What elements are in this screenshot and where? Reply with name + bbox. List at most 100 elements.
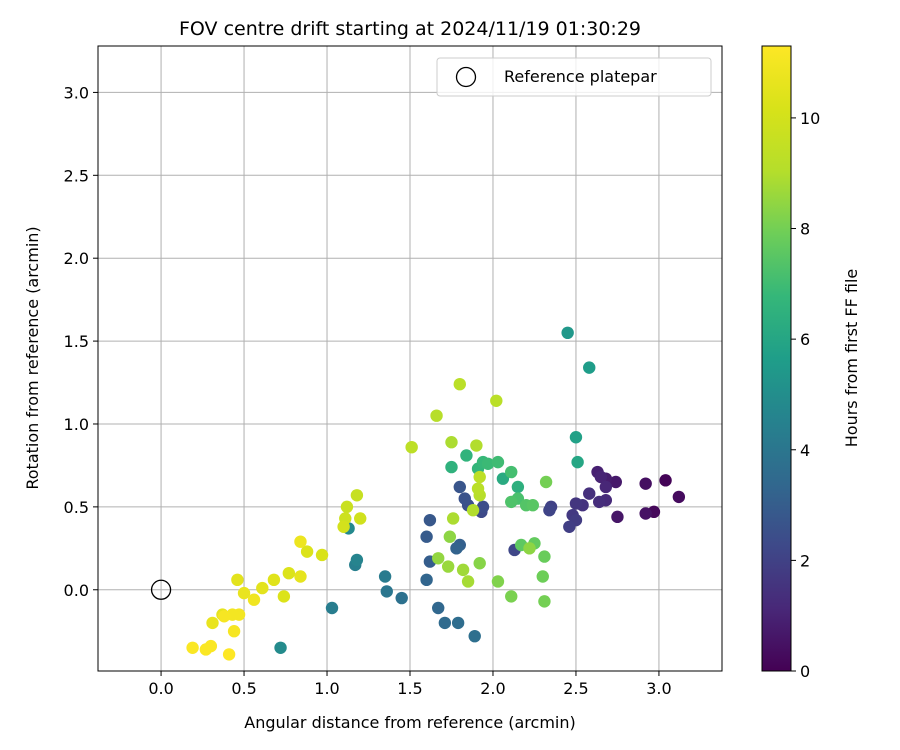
data-point bbox=[222, 648, 236, 661]
data-point bbox=[563, 520, 576, 533]
data-point bbox=[231, 573, 244, 587]
data-point bbox=[476, 500, 490, 514]
y-tick-label: 1.5 bbox=[64, 332, 89, 351]
data-point bbox=[450, 542, 463, 555]
data-point bbox=[227, 625, 241, 638]
data-point bbox=[523, 542, 536, 555]
data-point bbox=[609, 475, 622, 489]
data-point bbox=[460, 449, 473, 462]
data-point bbox=[526, 499, 540, 512]
legend-box bbox=[436, 57, 712, 97]
data-point bbox=[277, 590, 291, 603]
data-point bbox=[237, 586, 251, 600]
data-point bbox=[490, 394, 503, 407]
data-point bbox=[639, 477, 652, 490]
data-point bbox=[337, 520, 350, 533]
data-point bbox=[445, 436, 458, 449]
data-point bbox=[446, 512, 460, 525]
y-tick-label: 1.0 bbox=[64, 415, 89, 434]
data-point bbox=[438, 616, 452, 630]
colorbar-title: Hours from first FF file bbox=[842, 269, 861, 448]
data-point bbox=[481, 457, 495, 470]
x-tick-label: 3.0 bbox=[646, 679, 671, 698]
colorbar-tick-label: 0 bbox=[800, 662, 810, 681]
data-point bbox=[456, 563, 470, 577]
data-point bbox=[300, 545, 314, 558]
reference-marker-layer bbox=[150, 579, 172, 600]
data-point bbox=[453, 377, 466, 391]
data-point bbox=[420, 573, 433, 587]
data-point bbox=[491, 455, 505, 469]
data-point bbox=[445, 460, 458, 474]
x-tick-label: 0.5 bbox=[231, 679, 256, 698]
data-point bbox=[453, 480, 466, 494]
reference-platepar-marker bbox=[150, 579, 172, 600]
x-axis-title: Angular distance from reference (arcmin) bbox=[244, 713, 575, 732]
legend-label-reference: Reference platepar bbox=[504, 67, 657, 86]
data-point bbox=[571, 455, 584, 469]
data-point bbox=[583, 487, 596, 500]
data-point bbox=[583, 361, 596, 374]
colorbar-tick-label: 10 bbox=[800, 109, 820, 128]
y-axis-title: Rotation from reference (arcmin) bbox=[23, 226, 42, 489]
data-point bbox=[247, 593, 261, 606]
y-tick-label: 2.0 bbox=[64, 249, 89, 268]
legend-reference-marker bbox=[455, 66, 477, 88]
data-point bbox=[186, 641, 199, 654]
data-point bbox=[471, 482, 485, 495]
x-tick-label: 2.0 bbox=[480, 679, 505, 698]
data-point bbox=[395, 591, 408, 605]
data-point bbox=[217, 610, 231, 623]
data-point bbox=[282, 566, 296, 580]
data-point bbox=[441, 560, 455, 573]
data-point bbox=[672, 490, 686, 504]
data-point bbox=[451, 616, 465, 630]
data-point bbox=[543, 503, 556, 517]
data-point bbox=[350, 553, 364, 567]
data-point bbox=[659, 474, 672, 487]
data-point bbox=[354, 512, 367, 525]
data-point bbox=[315, 548, 329, 562]
data-point bbox=[378, 570, 392, 583]
x-tick-label: 2.5 bbox=[563, 679, 588, 698]
data-point bbox=[420, 530, 433, 543]
data-point bbox=[443, 530, 457, 543]
data-point bbox=[423, 513, 437, 527]
data-point bbox=[538, 595, 551, 608]
data-point bbox=[340, 500, 354, 514]
colorbar-tick-label: 8 bbox=[800, 220, 810, 239]
data-point bbox=[458, 492, 471, 505]
data-point bbox=[511, 480, 525, 494]
colorbar-tick-label: 2 bbox=[800, 551, 810, 570]
data-point bbox=[199, 643, 213, 656]
data-point bbox=[611, 510, 624, 524]
data-point bbox=[599, 480, 613, 494]
x-axis-ticks: 0.0 0.5 1.0 1.5 2.0 2.5 3.0 bbox=[148, 671, 672, 698]
data-point bbox=[505, 495, 518, 509]
colorbar-ticks: 0 2 4 6 8 10 bbox=[791, 109, 820, 681]
data-point bbox=[561, 326, 574, 340]
data-point bbox=[496, 472, 510, 485]
colorbar-tick-label: 6 bbox=[800, 330, 810, 349]
data-point bbox=[569, 497, 583, 510]
data-point bbox=[256, 581, 269, 595]
data-point bbox=[350, 489, 364, 502]
colorbar-tick-label: 4 bbox=[800, 441, 810, 460]
data-point bbox=[468, 629, 481, 643]
x-tick-label: 1.5 bbox=[397, 679, 422, 698]
y-tick-label: 0.5 bbox=[64, 498, 89, 517]
y-tick-label: 3.0 bbox=[64, 83, 89, 102]
y-tick-label: 2.5 bbox=[64, 166, 89, 185]
data-point bbox=[538, 550, 551, 563]
data-point bbox=[294, 570, 307, 583]
data-point bbox=[473, 557, 486, 570]
grid-lines bbox=[98, 46, 722, 671]
chart-title: FOV centre drift starting at 2024/11/19 … bbox=[179, 18, 641, 40]
data-point bbox=[430, 409, 443, 422]
data-points bbox=[186, 326, 686, 661]
data-point bbox=[206, 616, 219, 630]
data-point bbox=[592, 495, 606, 509]
data-point bbox=[491, 575, 505, 588]
x-tick-label: 0.0 bbox=[148, 679, 173, 698]
